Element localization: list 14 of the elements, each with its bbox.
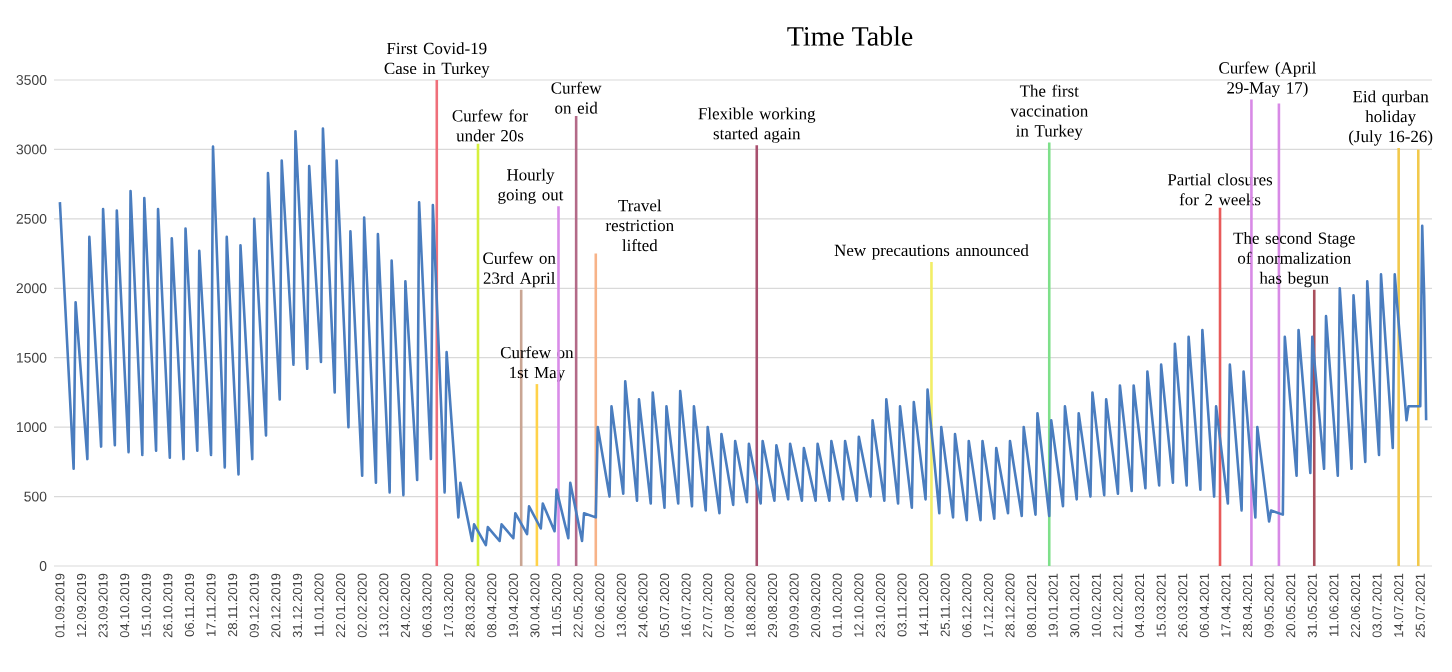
ref-line-label: Curfew (April 29-May 17) bbox=[1219, 61, 1317, 98]
ref-line-label: Curfew on eid bbox=[551, 81, 602, 114]
ref-line-label: New precautions announced bbox=[834, 244, 1029, 260]
ref-line-label: The second Stage of normalization has begun bbox=[1233, 232, 1355, 288]
ref-line-label: Travel restriction lifted bbox=[605, 199, 674, 252]
ref-line-label: Eid qurban holiday (July 16-26) bbox=[1349, 90, 1433, 146]
ref-line-label: Flexible working started again bbox=[698, 107, 816, 143]
ref-line-label: Hourly going out bbox=[498, 168, 564, 204]
ref-line-label: The first vaccination in Turkey bbox=[1010, 84, 1089, 141]
ref-line-label: First Covid-19 Case in Turkey bbox=[384, 42, 490, 78]
ref-line-label: Curfew for under 20s bbox=[452, 109, 528, 142]
ref-line-label: Curfew on 23rd April bbox=[483, 251, 556, 288]
ref-line-label: Partial closures for 2 weeks bbox=[1167, 173, 1273, 206]
chart-title: Time Table bbox=[787, 26, 913, 46]
